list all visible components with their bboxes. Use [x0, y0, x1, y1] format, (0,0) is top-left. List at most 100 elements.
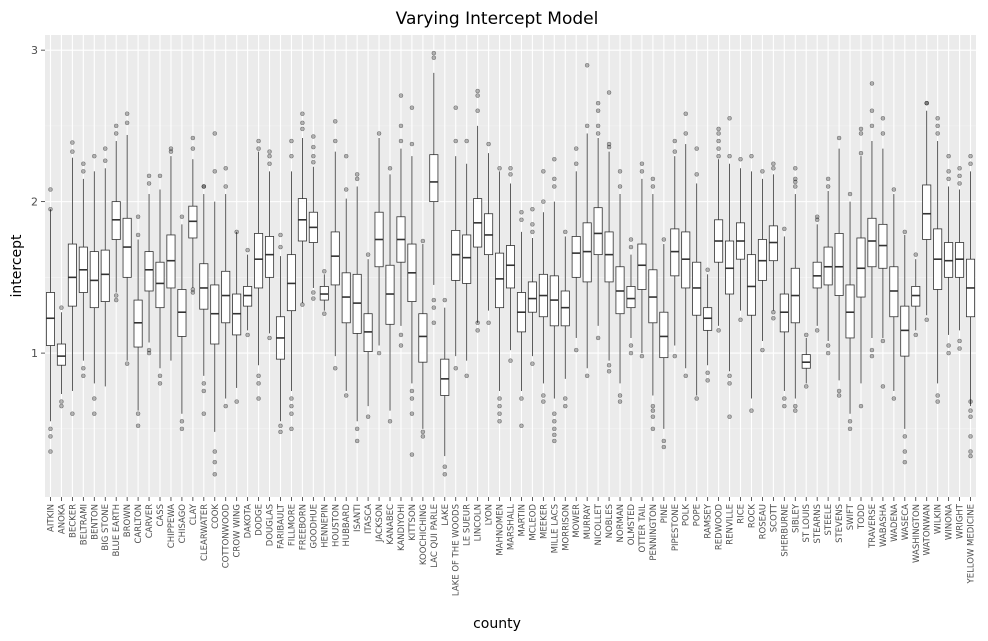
outlier-point — [475, 108, 480, 113]
outlier-point — [519, 396, 524, 401]
outlier-point — [946, 153, 951, 159]
iqr-box — [593, 207, 603, 256]
outlier-point — [409, 105, 415, 110]
outlier-point — [606, 362, 612, 368]
x-tick-label: ROSEAU — [758, 504, 768, 539]
outlier-point — [935, 116, 940, 121]
county-box — [254, 138, 264, 401]
iqr-box — [659, 311, 669, 359]
county-box — [845, 191, 855, 432]
outlier-point — [70, 140, 75, 145]
outlier-point — [223, 166, 228, 171]
county-box — [593, 100, 603, 341]
county-box — [265, 149, 275, 341]
outlier-point — [497, 396, 502, 401]
outlier-point — [113, 123, 119, 129]
outlier-point — [453, 138, 458, 144]
outlier-point — [694, 172, 699, 177]
x-tick-label: CLEARWATER — [200, 504, 210, 561]
outlier-point — [935, 123, 940, 129]
outlier-point — [48, 449, 53, 454]
outlier-point — [442, 464, 448, 469]
outlier-point — [322, 269, 327, 274]
county-box — [736, 156, 746, 323]
county-box — [878, 116, 888, 389]
x-tick-label: DOUGLAS — [266, 504, 276, 546]
outlier-point — [398, 138, 404, 144]
x-tick-label: SCOTT — [769, 503, 779, 532]
outlier-point — [782, 403, 787, 409]
county-box — [571, 146, 581, 353]
outlier-point — [705, 378, 710, 383]
outlier-point — [771, 161, 776, 167]
outlier-point — [595, 100, 601, 106]
outlier-point — [803, 384, 809, 389]
outlier-point — [234, 399, 239, 404]
x-tick-label: BENTON — [90, 504, 100, 540]
outlier-point — [584, 63, 590, 68]
county-box — [714, 126, 724, 333]
outlier-point — [300, 111, 305, 117]
outlier-point — [639, 353, 645, 359]
outlier-point — [278, 429, 283, 435]
county-box — [341, 153, 351, 398]
outlier-point — [146, 350, 152, 356]
x-tick-label: BIG STONE — [101, 504, 111, 551]
outlier-point — [81, 365, 86, 371]
outlier-point — [946, 176, 951, 182]
x-axis-title: county — [473, 616, 521, 632]
x-tick-label: MOWER — [572, 504, 582, 538]
x-tick-label: MEEKER — [539, 504, 549, 539]
outlier-point — [858, 126, 864, 132]
outlier-point — [354, 176, 360, 182]
outlier-point — [661, 444, 667, 450]
outlier-point — [431, 320, 437, 326]
y-tick-label: 2 — [31, 196, 38, 209]
outlier-point — [354, 426, 360, 432]
outlier-point — [552, 411, 557, 416]
outlier-point — [135, 423, 141, 429]
outlier-point — [497, 411, 502, 416]
outlier-point — [606, 144, 612, 150]
x-tick-label: LAKE OF THE WOODS — [452, 504, 462, 596]
outlier-point — [453, 105, 458, 110]
outlier-point — [256, 373, 261, 379]
x-tick-label: CLAY — [189, 503, 199, 525]
x-tick-label: MAHNOMEN — [496, 504, 506, 556]
outlier-point — [81, 161, 86, 167]
x-tick-label: KOOCHICHING — [419, 504, 429, 565]
outlier-point — [902, 459, 908, 465]
outlier-point — [782, 226, 787, 232]
outlier-point — [387, 166, 393, 171]
outlier-point — [245, 332, 250, 338]
county-box — [122, 111, 132, 366]
outlier-point — [957, 166, 962, 171]
outlier-point — [486, 141, 491, 147]
x-tick-label: CROW WING — [233, 504, 243, 558]
iqr-box — [571, 236, 581, 278]
county-box — [67, 140, 77, 416]
x-tick-label: YELLOW MEDICINE — [967, 504, 977, 584]
outlier-point — [891, 187, 897, 192]
x-tick-label: DODGE — [255, 504, 265, 536]
outlier-point — [628, 343, 634, 348]
outlier-point — [497, 419, 502, 424]
outlier-point — [913, 252, 919, 257]
outlier-point — [519, 217, 524, 223]
iqr-box — [604, 231, 614, 283]
outlier-point — [727, 116, 732, 121]
x-tick-label: CHISAGO — [178, 504, 188, 544]
outlier-point — [869, 108, 875, 113]
county-box — [790, 166, 800, 413]
county-box — [111, 123, 121, 303]
outlier-point — [825, 176, 831, 182]
outlier-point — [146, 181, 152, 186]
county-box — [144, 173, 154, 356]
iqr-box — [495, 252, 505, 309]
x-tick-label: WILKIN — [934, 504, 944, 534]
outlier-point — [322, 311, 327, 316]
county-box — [823, 176, 833, 356]
outlier-point — [387, 419, 393, 424]
x-tick-label: DAKOTA — [244, 504, 254, 539]
